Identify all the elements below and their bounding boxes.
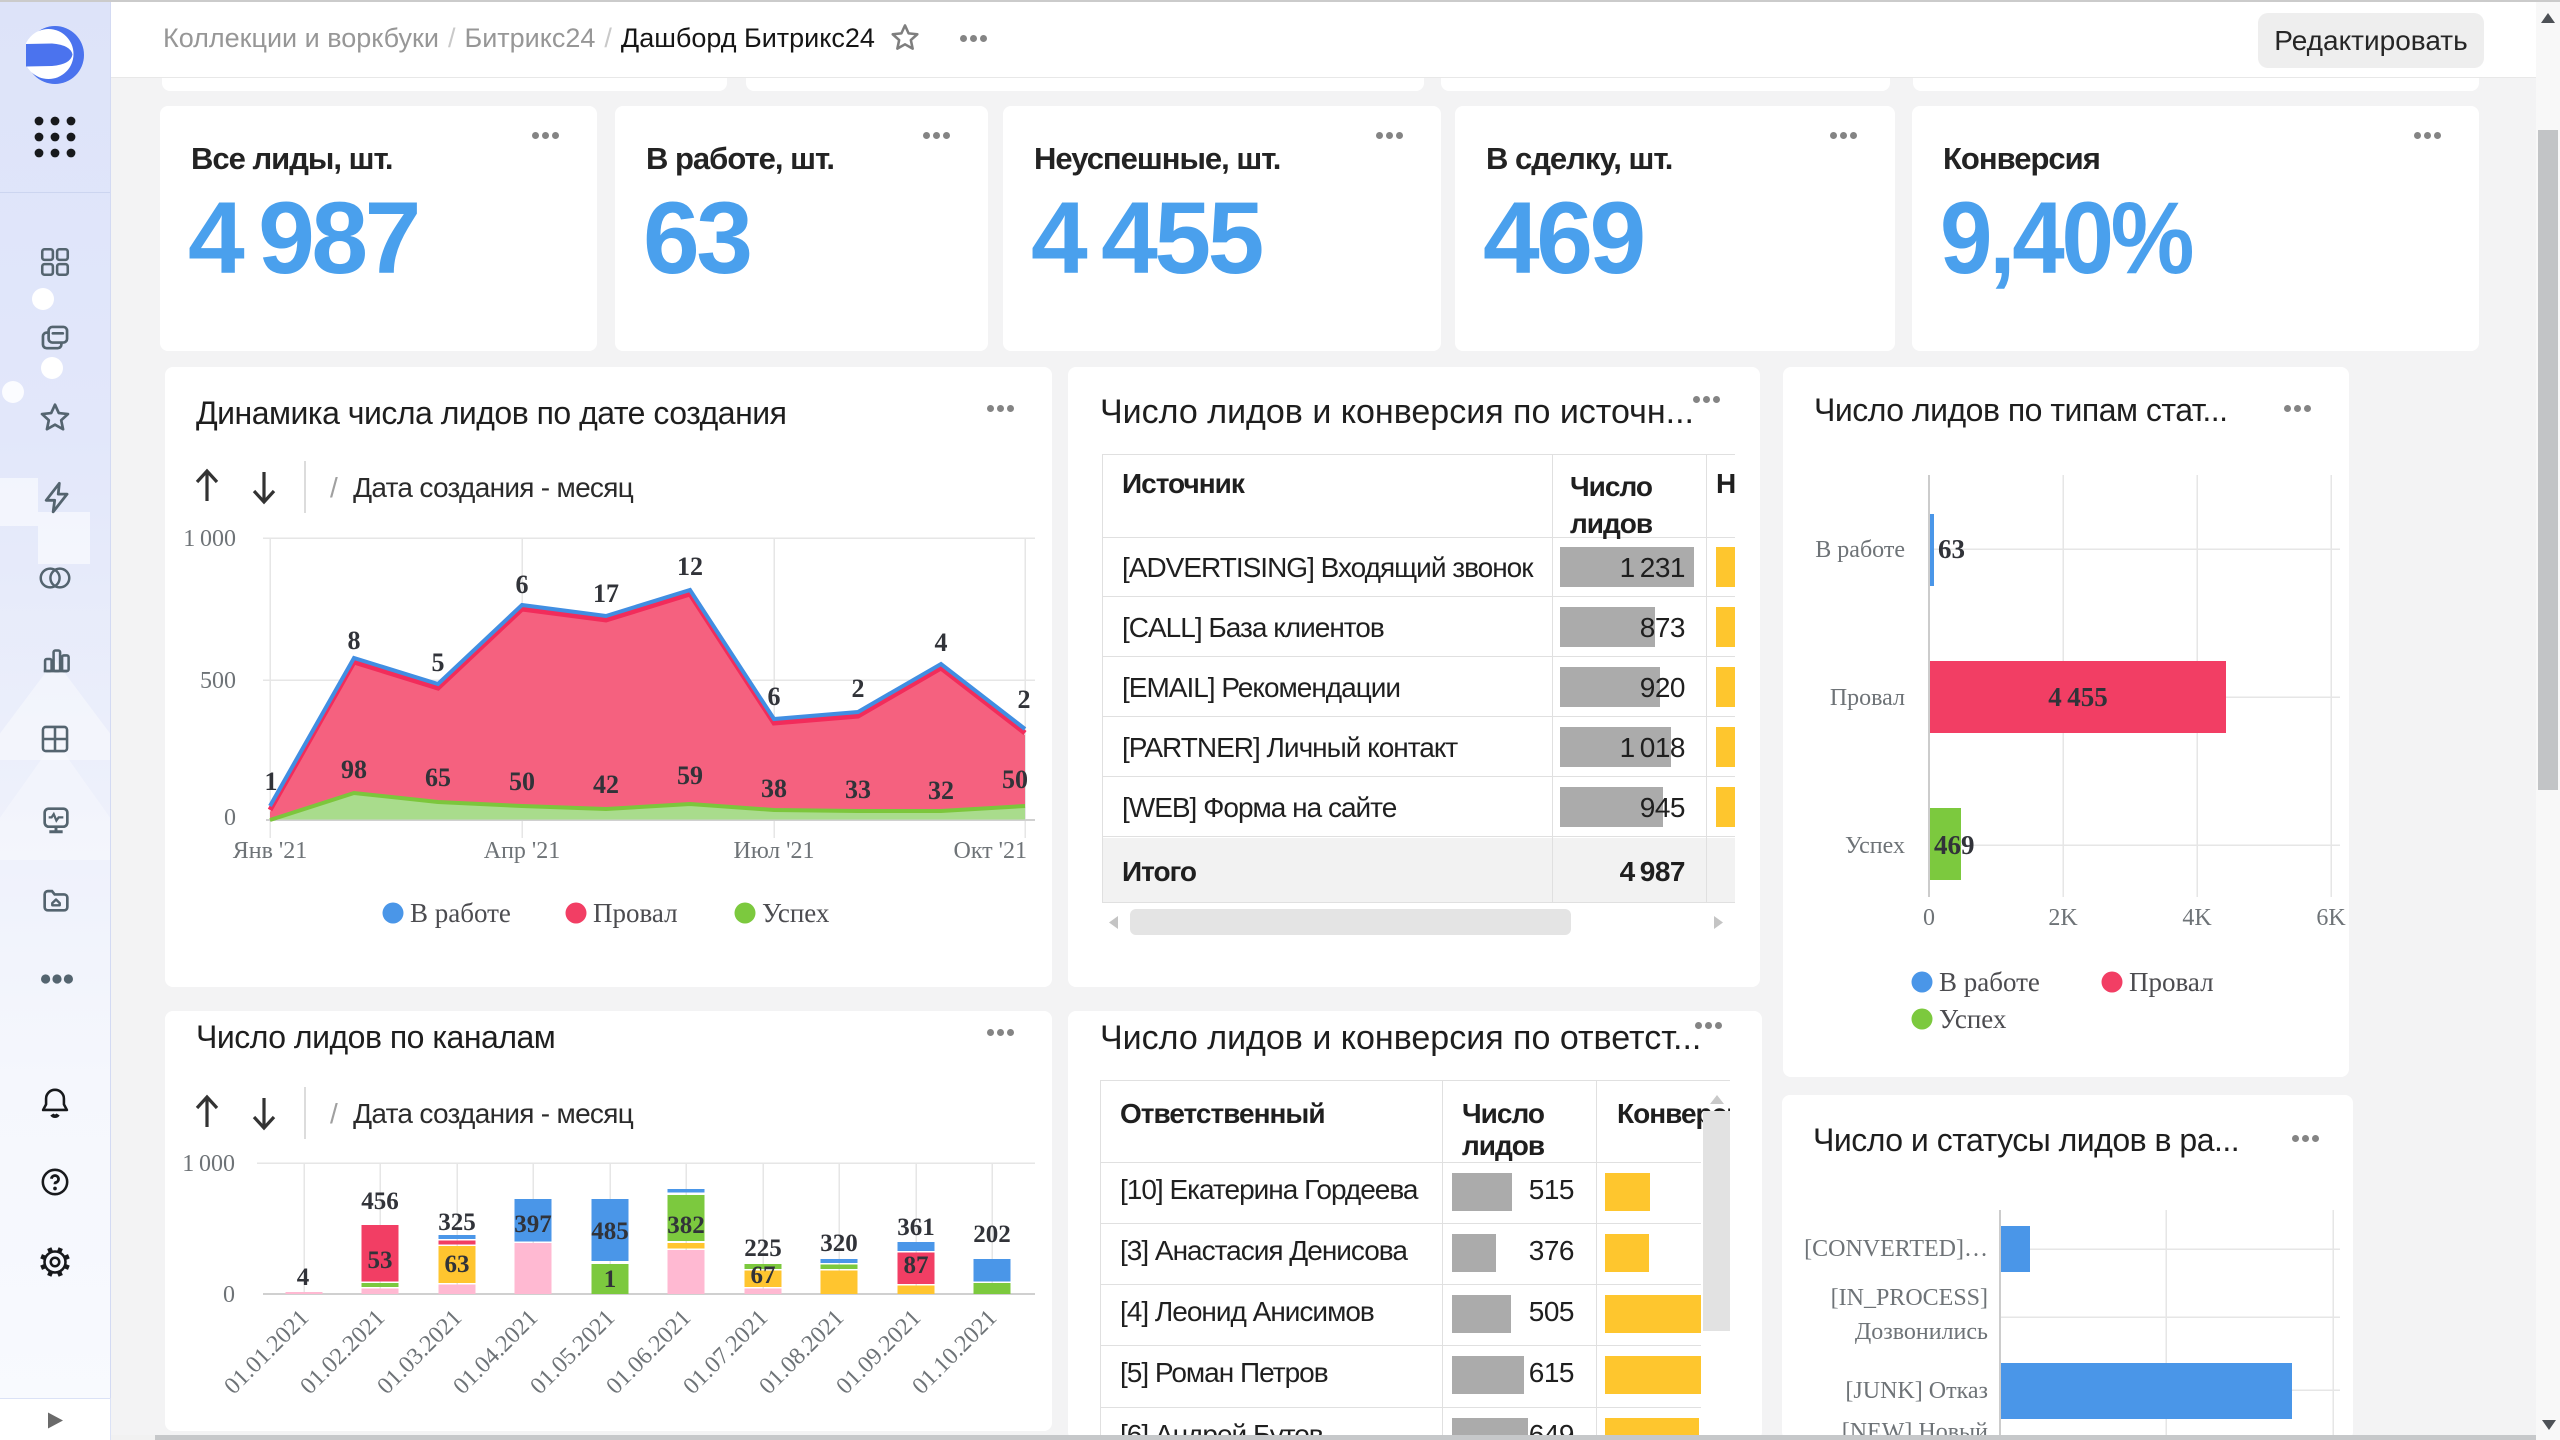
svg-text:325: 325 (438, 1209, 476, 1236)
svg-text:8: 8 (348, 626, 361, 655)
svg-text:0: 0 (223, 1282, 235, 1308)
svg-text:361: 361 (897, 1214, 935, 1241)
svg-text:Провал: Провал (593, 898, 678, 928)
svg-text:4K: 4K (2182, 905, 2212, 931)
svg-text:[IN_PROCESS]: [IN_PROCESS] (1831, 1285, 1988, 1311)
svg-text:65: 65 (425, 763, 451, 792)
svg-text:0: 0 (1923, 905, 1935, 931)
svg-text:6: 6 (768, 682, 781, 711)
svg-text:/: / (330, 472, 338, 503)
svg-text:Дата создания - месяц: Дата создания - месяц (346, 1098, 634, 1129)
svg-text:4 455: 4 455 (2048, 682, 2107, 712)
svg-text:225: 225 (744, 1235, 782, 1262)
svg-text:382: 382 (667, 1212, 705, 1239)
svg-text:1: 1 (265, 767, 278, 796)
svg-text:63: 63 (1938, 534, 1965, 564)
svg-text:Дата создания - месяц: Дата создания - месяц (346, 472, 634, 503)
svg-text:[NEW] Новый: [NEW] Новый (1842, 1419, 1988, 1440)
svg-text:0: 0 (224, 805, 236, 831)
svg-text:50: 50 (1002, 765, 1028, 794)
svg-text:32: 32 (928, 776, 954, 805)
svg-text:[JUNK] Отказ: [JUNK] Отказ (1845, 1378, 1988, 1404)
svg-text:В работе: В работе (410, 898, 511, 928)
svg-text:Провал: Провал (2129, 967, 2214, 997)
svg-text:6K: 6K (2316, 905, 2346, 931)
svg-text:456: 456 (361, 1188, 399, 1215)
svg-text:50: 50 (509, 767, 535, 796)
svg-text:Успех: Успех (1845, 833, 1905, 859)
svg-text:Июл '21: Июл '21 (734, 838, 815, 864)
svg-text:1: 1 (604, 1266, 617, 1293)
svg-text:87: 87 (904, 1252, 929, 1279)
svg-text:2: 2 (1018, 685, 1031, 714)
svg-text:38: 38 (761, 774, 787, 803)
svg-text:397: 397 (514, 1211, 552, 1238)
svg-text:63: 63 (445, 1251, 470, 1278)
svg-text:Провал: Провал (1830, 685, 1905, 711)
svg-text:1 000: 1 000 (182, 1151, 235, 1177)
svg-text:В работе: В работе (1815, 537, 1905, 563)
svg-text:53: 53 (368, 1247, 393, 1274)
svg-text:320: 320 (820, 1230, 858, 1257)
svg-text:67: 67 (751, 1262, 776, 1289)
svg-text:Успех: Успех (1939, 1004, 2007, 1034)
svg-text:500: 500 (200, 668, 236, 694)
svg-text:12: 12 (677, 552, 703, 581)
svg-text:Янв '21: Янв '21 (233, 838, 308, 864)
svg-text:5: 5 (432, 648, 445, 677)
svg-text:Успех: Успех (762, 898, 830, 928)
svg-text:33: 33 (845, 775, 871, 804)
svg-text:Дозвонились: Дозвонились (1855, 1319, 1988, 1345)
svg-text:98: 98 (341, 755, 367, 784)
svg-text:[CONVERTED]…: [CONVERTED]… (1804, 1236, 1988, 1262)
svg-text:Окт '21: Окт '21 (954, 838, 1028, 864)
svg-text:2K: 2K (2048, 905, 2078, 931)
svg-text:/: / (330, 1098, 338, 1129)
svg-text:2: 2 (852, 674, 865, 703)
svg-text:4: 4 (935, 628, 948, 657)
svg-text:1 000: 1 000 (183, 526, 236, 552)
svg-text:42: 42 (593, 770, 619, 799)
svg-text:485: 485 (591, 1218, 629, 1245)
svg-text:59: 59 (677, 761, 703, 790)
svg-text:17: 17 (593, 579, 619, 608)
svg-text:Апр '21: Апр '21 (484, 838, 561, 864)
svg-text:4: 4 (297, 1264, 310, 1291)
svg-text:202: 202 (973, 1221, 1011, 1248)
svg-text:В работе: В работе (1939, 967, 2040, 997)
svg-text:6: 6 (516, 570, 529, 599)
svg-text:469: 469 (1934, 830, 1975, 860)
